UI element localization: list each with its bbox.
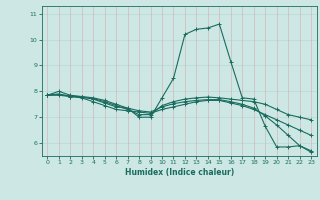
X-axis label: Humidex (Indice chaleur): Humidex (Indice chaleur) [124, 168, 234, 177]
